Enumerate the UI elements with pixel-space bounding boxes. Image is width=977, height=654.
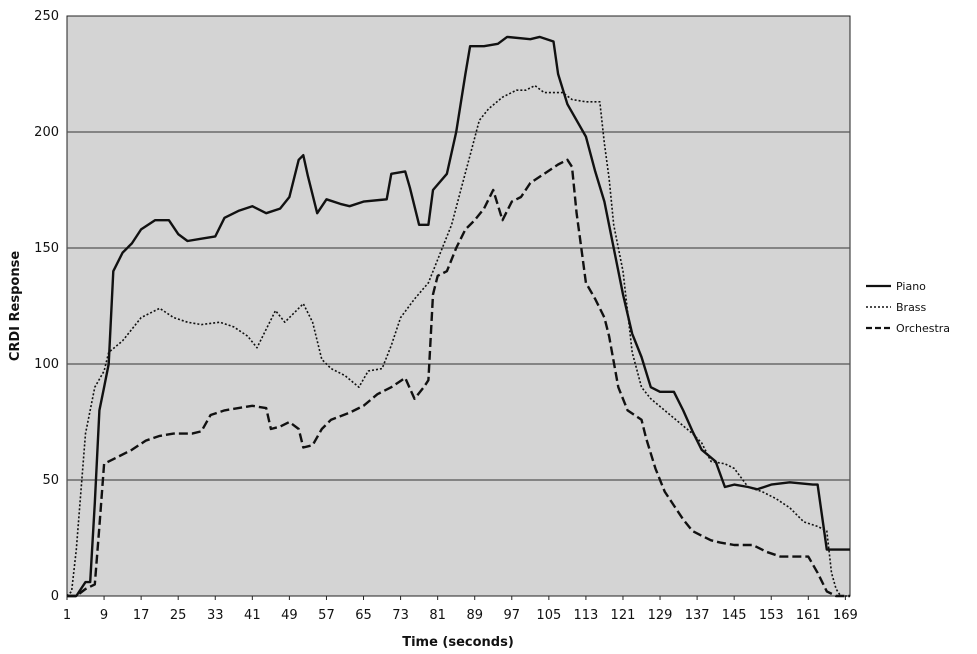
grid-lines	[67, 131, 850, 481]
x-tick-label: 9	[100, 608, 108, 623]
x-tick-label: 25	[170, 608, 187, 623]
x-tick-label: 89	[466, 608, 483, 623]
plot-area	[66, 15, 851, 597]
series-lines	[66, 35, 850, 598]
legend-label-brass: Brass	[896, 301, 927, 314]
x-tick-label: 65	[355, 608, 372, 623]
x-tick-label: 153	[759, 608, 784, 623]
x-tick-label: 17	[133, 608, 150, 623]
series-brass-line	[66, 84, 850, 597]
y-tick-label: 150	[34, 241, 59, 256]
x-tick-label: 121	[611, 608, 636, 623]
legend-label-orchestra: Orchestra	[896, 322, 950, 335]
x-tick-label: 81	[429, 608, 446, 623]
legend-label-piano: Piano	[896, 280, 926, 293]
y-tick-label: 0	[51, 589, 59, 604]
x-tick-label: 73	[392, 608, 409, 623]
x-tick-label: 57	[318, 608, 335, 623]
x-tick-label: 129	[648, 608, 673, 623]
x-tick-label: 169	[833, 608, 858, 623]
x-axis-title: Time (seconds)	[402, 635, 514, 650]
x-tick-label: 97	[504, 608, 521, 623]
x-tick-label: 105	[536, 608, 561, 623]
legend: Piano Brass Orchestra	[866, 280, 950, 335]
y-tick-label: 100	[34, 357, 59, 372]
x-tick-label: 49	[281, 608, 298, 623]
y-axis-title: CRDI Response	[8, 251, 23, 361]
x-tick-label: 161	[796, 608, 821, 623]
y-tick-label: 200	[34, 125, 59, 140]
series-orchestra-line	[67, 158, 850, 598]
y-tick-label: 250	[34, 9, 59, 24]
x-tick-label: 41	[244, 608, 261, 623]
y-axis-ticks: 0 50 100 150 200 250	[34, 9, 59, 604]
x-tick-label: 1	[63, 608, 71, 623]
x-tick-label: 145	[722, 608, 747, 623]
x-tick-label: 137	[685, 608, 710, 623]
x-tick-label: 33	[207, 608, 224, 623]
x-tick-label: 113	[573, 608, 598, 623]
y-tick-label: 50	[42, 473, 59, 488]
x-axis-ticks: 1 9 17 25 33 41 49 57 65 73 81 89 97 105 113 121 129 137 1…	[63, 596, 858, 623]
